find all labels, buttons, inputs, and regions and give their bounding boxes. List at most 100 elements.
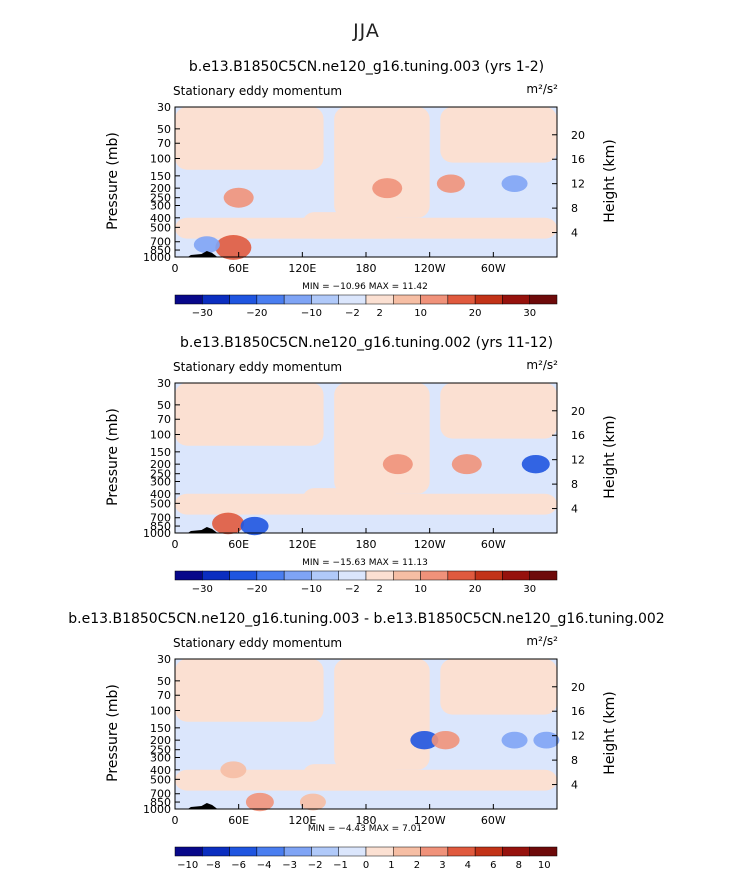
pressure-tick-label: 500 [150,773,171,786]
colorbar-swatch [311,846,339,857]
pressure-tick-label: 70 [157,689,171,702]
height-tick-label: 16 [571,429,585,442]
panel-3-title: b.e13.B1850C5CN.ne120_g16.tuning.003 - b… [68,611,665,627]
field-band-1 [334,107,430,218]
topography [187,251,218,257]
topography [187,527,218,533]
pressure-tick-label: 100 [150,705,171,718]
colorbar-label: 30 [523,584,536,595]
field-band-0 [175,659,324,722]
pressure-tick-label: 1000 [143,803,171,816]
panel-1-units: m²/s² [526,82,558,96]
colorbar-swatch [283,846,312,857]
field-feature-4 [220,761,247,779]
lon-tick-label: 0 [172,262,179,275]
colorbar-label: −30 [192,308,213,319]
pressure-tick-label: 70 [157,413,171,426]
pressure-tick-label: 30 [157,653,171,666]
field-feature-2 [436,174,465,193]
panel-3-subtitle: Stationary eddy momentum [173,636,343,650]
colorbar-swatch [529,846,558,857]
colorbar-swatch [338,294,367,305]
colorbar-label: 2 [376,308,382,319]
colorbar-label: 2 [376,584,382,595]
colorbar-label: −6 [231,860,246,871]
colorbar-label: 2 [414,860,420,871]
colorbar-swatch [202,570,230,581]
colorbar-label: −2 [345,584,360,595]
colorbar-swatch [202,294,230,305]
height-tick-label: 12 [571,178,585,191]
colorbar-swatch [393,846,421,857]
height-tick-label: 16 [571,705,585,718]
colorbar-swatch [447,294,476,305]
height-tick-label: 20 [571,129,585,142]
colorbar-label: −1 [333,860,348,871]
pressure-tick-label: 400 [150,212,171,225]
lon-tick-label: 180 [356,262,377,275]
pressure-tick-label: 400 [150,488,171,501]
height-tick-label: 12 [571,454,585,467]
lon-tick-label: 180 [356,538,377,551]
lon-tick-label: 120E [288,262,316,275]
colorbar-label: 20 [469,584,482,595]
pressure-tick-label: 850 [150,796,171,809]
field-feature-1 [372,178,403,199]
colorbar-swatch [447,570,476,581]
panel-3-units: m²/s² [526,634,558,648]
field-feature-1 [431,730,460,750]
colorbar-swatch [174,570,203,581]
panel-2-plot: 3050701001502002503004005007008501000201… [143,377,585,595]
height-tick-label: 8 [571,478,578,491]
pressure-tick-label: 50 [157,675,171,688]
colorbar-swatch [283,570,312,581]
lon-tick-label: 60E [228,814,249,827]
field-feature-3 [533,731,560,749]
colorbar-label: 4 [465,860,471,871]
pressure-tick-label: 300 [150,475,171,488]
colorbar-swatch [229,570,258,581]
panel-1-plot: 3050701001502002503004005007008501000201… [143,101,585,319]
pressure-tick-label: 700 [150,512,171,525]
panel-2-stats: MIN = −15.63 MAX = 11.13 [302,558,428,568]
pressure-tick-label: 200 [150,458,171,471]
lon-tick-label: 0 [172,814,179,827]
field-band-1 [334,383,430,494]
colorbar-label: 6 [490,860,496,871]
field-band-4 [175,769,557,791]
field-feature-0 [410,730,439,750]
pressure-tick-label: 30 [157,101,171,114]
pressure-tick-label: 70 [157,137,171,150]
colorbar-swatch [393,294,421,305]
colorbar-swatch [502,570,530,581]
pressure-tick-label: 250 [150,744,171,757]
panel-3-plot: 3050701001502002503004005007008501000201… [143,653,585,871]
pressure-tick-label: 150 [150,170,171,183]
colorbar-swatch [474,294,503,305]
lon-tick-label: 60W [481,262,506,275]
colorbar-swatch [365,846,394,857]
figure-title: JJA [353,20,380,42]
panel-2-subtitle: Stationary eddy momentum [173,360,343,374]
colorbar-swatch [174,846,203,857]
pressure-tick-label: 300 [150,199,171,212]
colorbar-label: −30 [192,584,213,595]
lon-tick-label: 180 [356,814,377,827]
colorbar-label: −3 [282,860,297,871]
field-feature-0 [223,187,254,208]
field-feature-4 [215,235,252,260]
field-band-0 [175,383,324,446]
pressure-tick-label: 250 [150,468,171,481]
field-band-0 [175,107,324,170]
colorbar-swatch [311,294,339,305]
field-band-1 [334,659,430,770]
colorbar-swatch [283,294,312,305]
field-feature-6 [299,793,326,811]
pressure-tick-label: 50 [157,123,171,136]
colorbar-label: −2 [308,860,323,871]
colorbar-label: −20 [246,584,267,595]
pressure-tick-label: 200 [150,734,171,747]
lon-tick-label: 60W [481,538,506,551]
field-feature-2 [521,454,550,474]
colorbar-label: −2 [345,308,360,319]
